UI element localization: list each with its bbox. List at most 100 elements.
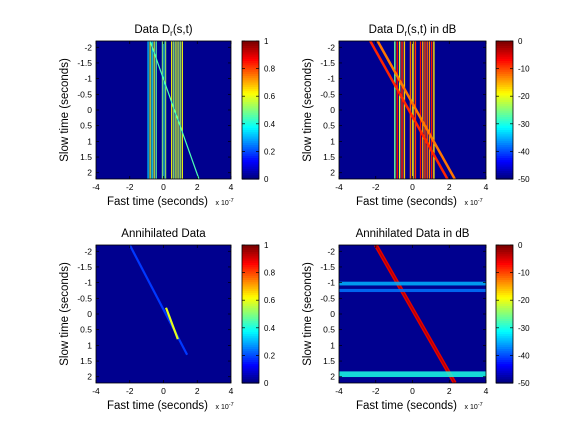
x-tick-label: -2 (126, 182, 134, 192)
y-tick-label: 2 (87, 168, 92, 178)
colorbar-segment (242, 378, 259, 382)
y-tick-label: -1 (327, 74, 335, 84)
band-stripe (163, 41, 165, 179)
colorbar-segment (496, 71, 513, 74)
colorbar-segment (242, 131, 259, 135)
colorbar-segment (496, 307, 513, 311)
y-axis-label: Slow time (seconds) (302, 262, 314, 366)
colorbar-segment (496, 352, 513, 356)
y-tick-label: 0.5 (80, 121, 92, 131)
band-stripe (428, 41, 431, 179)
colorbar-segment (496, 146, 513, 150)
y-tick-label: -1.5 (77, 58, 92, 68)
vertical-band (394, 41, 406, 179)
streak-peak (165, 307, 179, 340)
colorbar-segment (242, 245, 259, 248)
colorbar-segment (496, 79, 513, 83)
y-tick-label: 0.5 (323, 325, 335, 335)
colorbar-segment (496, 314, 513, 317)
colorbar-segment (242, 249, 259, 253)
colorbar-tick-label: 0.6 (264, 296, 276, 305)
colorbar-tick-label: 0.6 (264, 92, 276, 101)
colorbar-segment (242, 157, 259, 161)
colorbar-segment (496, 97, 513, 100)
colorbar-segment (496, 75, 513, 79)
colorbar-segment (496, 172, 513, 176)
colorbar-segment (496, 264, 513, 268)
y-tick-label: -0.5 (320, 293, 335, 303)
colorbar-segment (242, 339, 259, 343)
colorbar-segment (496, 275, 513, 278)
colorbar-segment (242, 144, 259, 148)
colorbar-segment (496, 62, 513, 66)
colorbar-segment (242, 99, 259, 102)
colorbar-segment (242, 324, 259, 328)
y-tick-label: 0 (330, 105, 335, 115)
colorbar-segment (496, 88, 513, 92)
colorbar-tick-label: 1 (264, 241, 269, 250)
colorbar-segment (242, 51, 259, 55)
band-stripe (171, 41, 173, 179)
colorbar-segment (496, 372, 513, 375)
y-tick-label: 1 (87, 340, 92, 350)
colorbar-segment (496, 270, 513, 274)
colorbar-segment (242, 77, 259, 81)
band-stripe (403, 41, 406, 179)
colorbar-segment (242, 166, 259, 169)
colorbar-segment (496, 142, 513, 146)
colorbar-segment (496, 283, 513, 287)
colorbar-segment (242, 322, 259, 326)
colorbar-segment (242, 101, 259, 105)
subplot-top-left: -4 -2 0 2 4 -2 -1.5 -1 -0.5 0 0.5 1 1.5 2 Data Dr(s,t)… (59, 24, 276, 208)
x-tick-label: 2 (447, 182, 452, 192)
colorbar-segment (242, 138, 259, 141)
colorbar-segment (496, 116, 513, 120)
colorbar-segment (496, 285, 513, 289)
x-tick-label: 0 (410, 386, 415, 396)
x-tick-label: -2 (126, 386, 134, 396)
y-tick-label: 0 (87, 309, 92, 319)
colorbar-segment (242, 318, 259, 322)
y-tick-label: 2 (87, 372, 92, 382)
colorbar-tick-label: 0 (518, 37, 523, 46)
colorbar-tick-label: 0 (264, 379, 269, 388)
colorbar-segment (242, 150, 259, 154)
colorbar-segment (242, 311, 259, 315)
colorbar-tick-label: 0.4 (264, 120, 276, 129)
colorbar-segment (242, 142, 259, 146)
colorbar-segment (496, 118, 513, 122)
colorbar-segment (242, 56, 259, 59)
colorbar-segment (496, 140, 513, 143)
colorbar-segment (242, 129, 259, 133)
colorbar-segment (242, 125, 259, 128)
band-stripe (396, 41, 398, 179)
colorbar-segment (242, 172, 259, 176)
colorbar-segment (496, 99, 513, 102)
colorbar-segment (496, 316, 513, 319)
colorbar-tick-label: 0.2 (264, 147, 276, 156)
colorbar-segment (242, 135, 259, 139)
diagonal-line (149, 41, 200, 179)
colorbar-segment (242, 49, 259, 53)
colorbar-segment (242, 359, 259, 363)
colorbar-segment (242, 86, 259, 90)
colorbar-segment (496, 94, 513, 98)
colorbar-segment (242, 94, 259, 98)
colorbar-segment (496, 66, 513, 70)
colorbar-segment (242, 103, 259, 107)
colorbar-segment (242, 279, 259, 283)
colorbar-segment (242, 116, 259, 120)
colorbar-segment (496, 281, 513, 285)
colorbar-segment (496, 329, 513, 332)
x-axis-exponent: x 10-7 (465, 402, 483, 411)
colorbar-segment (242, 260, 259, 263)
x-tick-label: 2 (195, 386, 200, 396)
band-stripe (398, 41, 401, 179)
x-tick-label: -4 (335, 182, 343, 192)
chart-title: Annihilated Data in dB (356, 228, 470, 240)
horizontal-band (339, 371, 486, 378)
colorbar-segment (496, 294, 513, 298)
colorbar-segment (242, 253, 259, 257)
y-axis-label: Slow time (seconds) (302, 58, 314, 162)
colorbar-frame (495, 40, 514, 180)
